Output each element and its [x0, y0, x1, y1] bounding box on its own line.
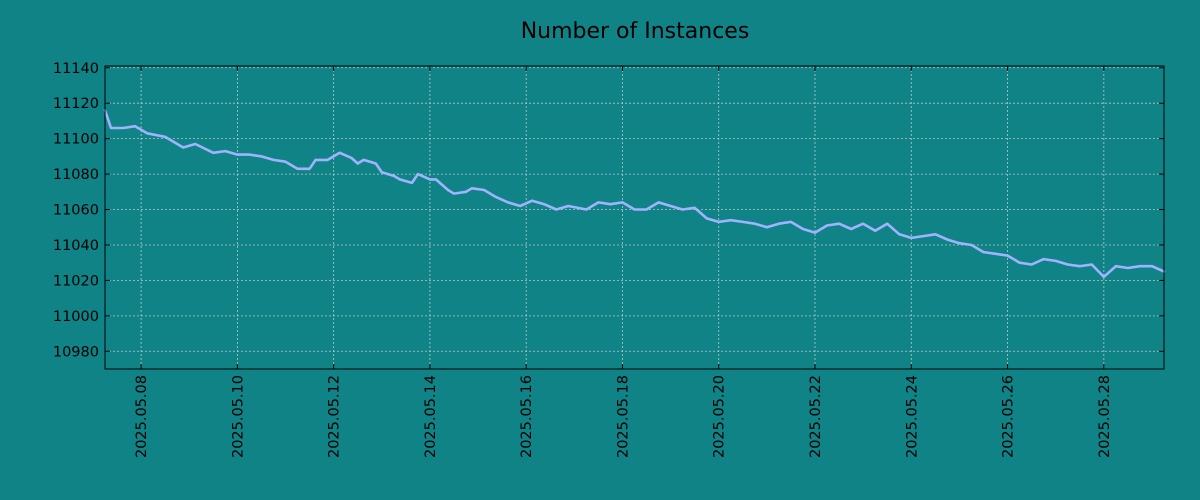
y-tick-label: 11000: [53, 309, 99, 325]
y-tick-label: 11040: [53, 238, 99, 254]
y-tick-label: 10980: [53, 344, 99, 360]
x-tick-label: 2025.05.28: [1097, 375, 1113, 458]
x-tick-label: 2025.05.08: [134, 375, 150, 458]
axes: 10980 11000 11020 11040 11060 11080 11100 11120…: [53, 61, 1164, 458]
grid-lines: [105, 66, 1164, 369]
x-tick-label: 2025.05.24: [904, 375, 920, 458]
x-tick-label: 2025.05.10: [230, 375, 246, 458]
y-tick-label: 11140: [53, 61, 99, 77]
x-tick-label: 2025.05.22: [808, 375, 824, 458]
y-tick-label: 11120: [53, 96, 99, 112]
series-layer: [103, 109, 1166, 279]
x-tick-label: 2025.05.14: [423, 375, 439, 458]
y-tick-label: 11100: [53, 132, 99, 148]
y-tick-label: 11060: [53, 203, 99, 219]
x-tick-label: 2025.05.12: [327, 375, 343, 458]
y-tick-label: 11080: [53, 167, 99, 183]
plot-frame: [104, 65, 1165, 370]
y-tick-label: 11020: [53, 273, 99, 289]
x-tick-label: 2025.05.16: [519, 375, 535, 458]
x-tick-label: 2025.05.26: [1001, 375, 1017, 458]
chart-title: Number of Instances: [521, 19, 750, 44]
series-line: [103, 109, 1166, 279]
x-tick-label: 2025.05.20: [712, 375, 728, 458]
x-tick-label: 2025.05.18: [615, 375, 631, 458]
